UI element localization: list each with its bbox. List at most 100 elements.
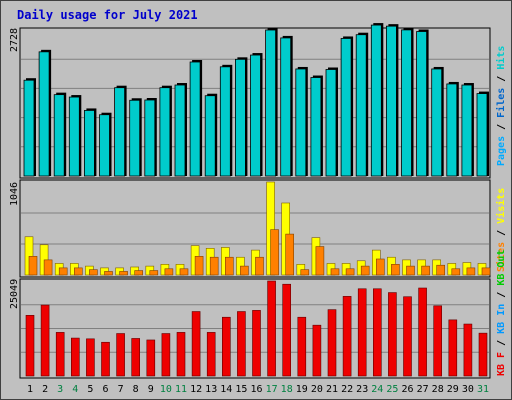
kb-bar bbox=[433, 305, 443, 377]
x-tick-label: 21 bbox=[326, 384, 338, 395]
kb-bar bbox=[55, 332, 65, 377]
sites-bar bbox=[225, 256, 234, 276]
x-tick-label: 2 bbox=[42, 384, 48, 395]
x-tick-label: 29 bbox=[447, 384, 459, 395]
sites-bar bbox=[149, 270, 159, 276]
hits-bar bbox=[295, 68, 307, 177]
sites-bar bbox=[436, 264, 446, 276]
kb-bar bbox=[357, 288, 367, 377]
hits-bar bbox=[250, 54, 261, 177]
x-tick-label: 1 bbox=[27, 384, 33, 395]
hits-bar bbox=[219, 66, 231, 177]
hits-bar bbox=[401, 29, 412, 177]
hits-bar bbox=[416, 31, 428, 177]
sites-bar bbox=[451, 268, 461, 276]
hits-bar bbox=[280, 37, 292, 177]
hits-bar bbox=[144, 99, 156, 177]
hits-bar bbox=[204, 95, 216, 177]
hits-bar bbox=[23, 79, 35, 177]
sites-bar bbox=[74, 267, 83, 276]
kb-bar bbox=[146, 339, 156, 377]
kb-bar bbox=[448, 319, 458, 377]
x-tick-label: 23 bbox=[356, 384, 368, 395]
sites-bar bbox=[104, 271, 113, 276]
kb-bar bbox=[161, 333, 171, 377]
legend-entry: KB In bbox=[496, 304, 507, 334]
x-tick-label: 25 bbox=[386, 384, 398, 395]
sites-bar bbox=[300, 269, 310, 276]
sites-bar bbox=[406, 265, 415, 276]
sites-bar bbox=[466, 267, 476, 276]
hits-bar bbox=[385, 25, 397, 177]
kb-bar bbox=[267, 280, 276, 377]
sites-bar bbox=[315, 246, 325, 276]
hits-bar bbox=[129, 99, 141, 177]
x-tick-label: 13 bbox=[205, 384, 217, 395]
hits-bar bbox=[234, 58, 246, 177]
chart-title: Daily usage for July 2021 bbox=[17, 8, 198, 22]
legend-entry: Visits bbox=[495, 188, 507, 224]
x-tick-label: 10 bbox=[160, 384, 172, 395]
hits-bar bbox=[99, 114, 110, 177]
kb-bar bbox=[463, 323, 473, 377]
hits-bar bbox=[431, 68, 443, 177]
sites-bar bbox=[421, 265, 430, 276]
kb-bar bbox=[222, 316, 231, 377]
x-axis-labels: 1 2 3 4 5 6 7 8 9 10 11 12 13 14 15 16 17 18 19 20 21 22 23 24 2… bbox=[27, 384, 489, 395]
kb-bar bbox=[342, 296, 352, 377]
x-tick-label: 6 bbox=[102, 384, 108, 395]
hits-bar bbox=[461, 84, 473, 177]
legend-entry: KB Out bbox=[496, 250, 507, 286]
hits-bar bbox=[265, 29, 277, 177]
legend-entry: Hits bbox=[495, 46, 507, 70]
hits-bar bbox=[159, 87, 171, 177]
x-tick-label: 17 bbox=[266, 384, 278, 395]
hits-bar bbox=[84, 110, 95, 177]
legend-entry: Pages bbox=[496, 136, 507, 166]
sites-bar bbox=[134, 270, 143, 276]
hits-bar bbox=[189, 61, 201, 177]
sites-bar bbox=[119, 271, 128, 276]
kb-bar bbox=[327, 309, 337, 377]
sites-bar bbox=[391, 264, 400, 276]
kb-bar bbox=[71, 337, 80, 377]
kb-bar bbox=[116, 333, 125, 377]
kb-bar bbox=[403, 296, 412, 377]
kb-bar bbox=[176, 332, 186, 377]
x-tick-label: 22 bbox=[341, 384, 353, 395]
legend: KB F / KB In / KB Out bbox=[496, 250, 507, 376]
x-tick-label: 11 bbox=[175, 384, 187, 395]
kb-bar bbox=[418, 287, 427, 377]
hits-bar bbox=[53, 94, 65, 177]
sites-bar bbox=[375, 258, 385, 276]
kb-bar bbox=[40, 304, 50, 377]
sites-bar bbox=[194, 256, 204, 276]
x-tick-label: 28 bbox=[432, 384, 444, 395]
kb-bar bbox=[372, 288, 382, 377]
sites-bar bbox=[360, 265, 370, 276]
sites-bar bbox=[270, 229, 279, 276]
legend-entry: KB F bbox=[496, 352, 507, 376]
x-tick-label: 15 bbox=[235, 384, 247, 395]
x-tick-label: 31 bbox=[477, 384, 489, 395]
hits-bar bbox=[38, 51, 50, 177]
hits-bar bbox=[325, 69, 337, 177]
hits-bar bbox=[370, 24, 382, 177]
kb-ymax-label: 25049 bbox=[9, 279, 20, 309]
sites-bar bbox=[179, 268, 189, 276]
chart-bars bbox=[23, 23, 491, 377]
sites-bar bbox=[240, 265, 249, 276]
sites-bar bbox=[28, 256, 38, 276]
hits-bar bbox=[476, 93, 488, 177]
visits-ymax-label: 1046 bbox=[9, 182, 20, 206]
kb-bar bbox=[131, 338, 140, 377]
sites-bar bbox=[209, 256, 219, 276]
sites-bar bbox=[330, 268, 340, 276]
legend-entry: Files bbox=[495, 88, 507, 118]
hits-bar bbox=[174, 84, 186, 177]
kb-bar bbox=[478, 332, 488, 377]
sites-bar bbox=[345, 268, 355, 276]
sites-bar bbox=[285, 233, 295, 276]
